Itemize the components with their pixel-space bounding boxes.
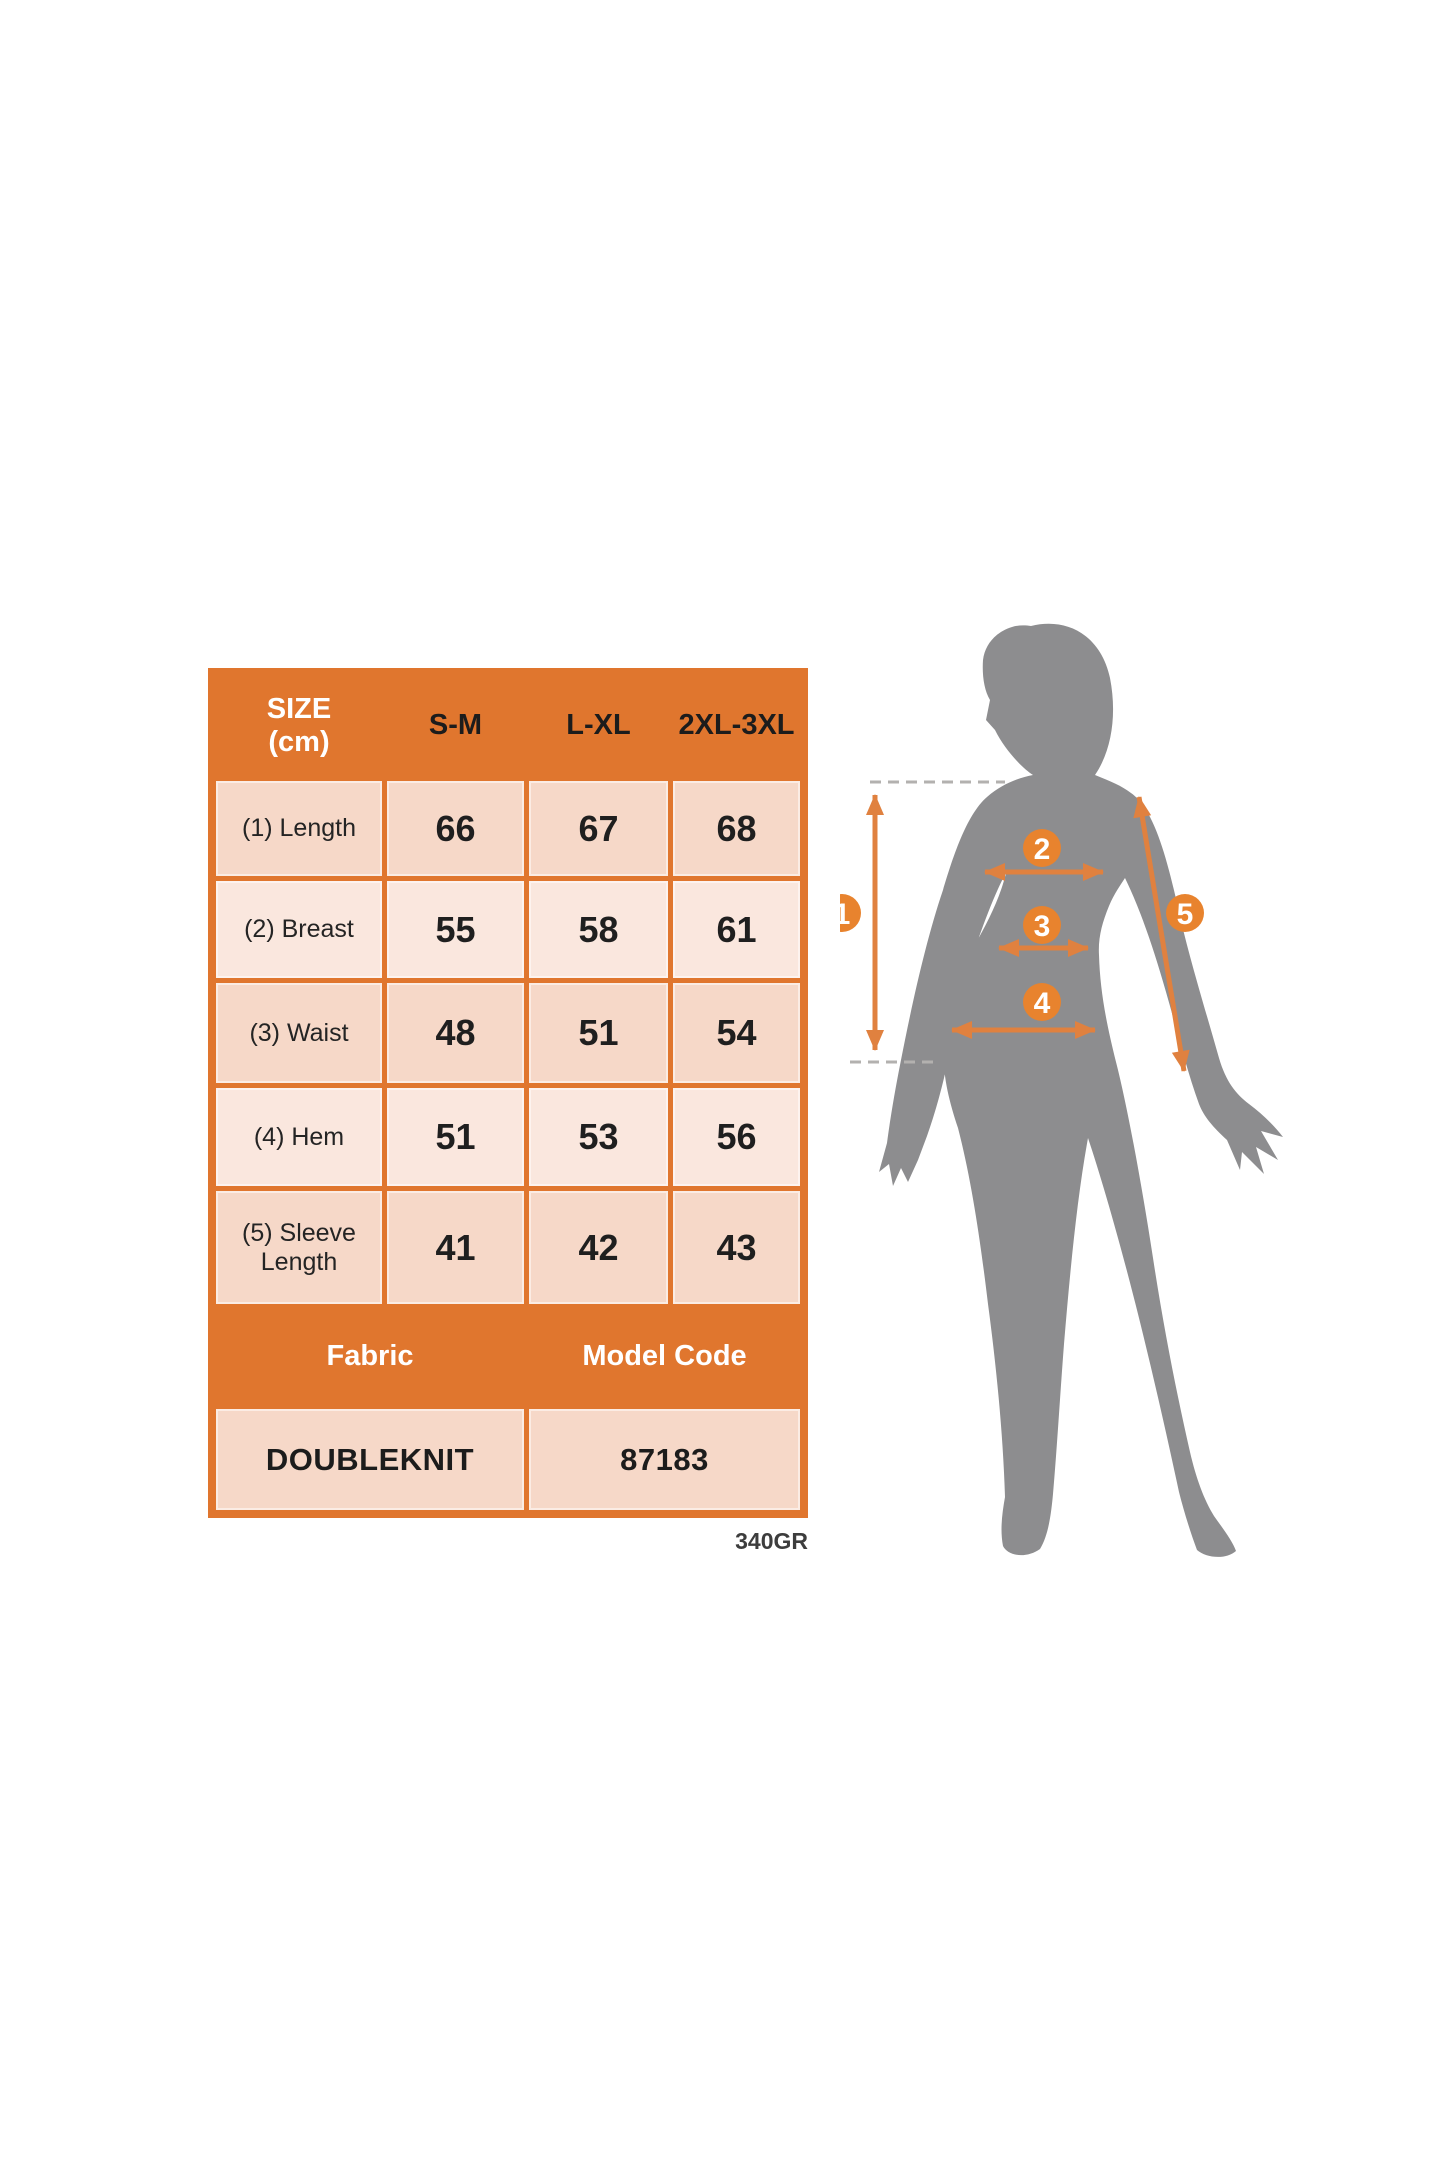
measurement-marker-4: 4 xyxy=(1023,983,1061,1021)
value-sleeve-2xl3xl: 43 xyxy=(673,1191,800,1304)
value-length-sm: 66 xyxy=(387,781,524,876)
measurement-arrow-sleeve xyxy=(1133,796,1190,1072)
value-hem-sm: 51 xyxy=(387,1088,524,1186)
marker-number-1: 1 xyxy=(840,898,850,931)
value-sleeve-sm: 41 xyxy=(387,1191,524,1304)
marker-circle-5 xyxy=(1166,894,1204,932)
female-body-silhouette xyxy=(879,623,1283,1557)
value-sleeve-lxl: 42 xyxy=(529,1191,668,1304)
row-label-hem: (4) Hem xyxy=(216,1088,382,1186)
footer-header-fabric: Fabric xyxy=(216,1309,524,1404)
value-waist-sm: 48 xyxy=(387,983,524,1083)
header-s-m: S-M xyxy=(387,676,524,776)
row-label-breast: (2) Breast xyxy=(216,881,382,978)
footer-header-model-code: Model Code xyxy=(529,1309,800,1404)
marker-circle-4 xyxy=(1023,983,1061,1021)
marker-number-3: 3 xyxy=(1034,910,1051,943)
measurement-marker-2: 2 xyxy=(1023,829,1061,867)
header-l-xl: L-XL xyxy=(529,676,668,776)
header-2xl-3xl: 2XL-3XL xyxy=(673,676,800,776)
measurement-marker-1: 1 xyxy=(840,894,861,932)
marker-circle-3 xyxy=(1023,906,1061,944)
value-hem-lxl: 53 xyxy=(529,1088,668,1186)
size-table: SIZE (cm) S-M L-XL 2XL-3XL (1) Length 66… xyxy=(208,668,808,1518)
measurement-marker-5: 5 xyxy=(1166,894,1204,932)
marker-number-2: 2 xyxy=(1034,833,1051,866)
measurement-marker-3: 3 xyxy=(1023,906,1061,944)
marker-number-4: 4 xyxy=(1034,987,1051,1020)
marker-circle-2 xyxy=(1023,829,1061,867)
row-label-sleeve-length: (5) Sleeve Length xyxy=(216,1191,382,1304)
marker-number-5: 5 xyxy=(1177,898,1194,931)
value-breast-lxl: 58 xyxy=(529,881,668,978)
value-length-2xl3xl: 68 xyxy=(673,781,800,876)
fabric-value: DOUBLEKNIT xyxy=(216,1409,524,1510)
model-code-value: 87183 xyxy=(529,1409,800,1510)
value-waist-2xl3xl: 54 xyxy=(673,983,800,1083)
row-label-length: (1) Length xyxy=(216,781,382,876)
value-breast-sm: 55 xyxy=(387,881,524,978)
row-label-waist: (3) Waist xyxy=(216,983,382,1083)
weight-note: 340GR xyxy=(735,1528,808,1554)
value-length-lxl: 67 xyxy=(529,781,668,876)
value-breast-2xl3xl: 61 xyxy=(673,881,800,978)
header-size-cm: SIZE (cm) xyxy=(216,676,382,776)
marker-circle-1 xyxy=(840,894,861,932)
value-hem-2xl3xl: 56 xyxy=(673,1088,800,1186)
body-measurement-diagram: 1 2 3 4 5 xyxy=(840,623,1283,1557)
value-waist-lxl: 51 xyxy=(529,983,668,1083)
